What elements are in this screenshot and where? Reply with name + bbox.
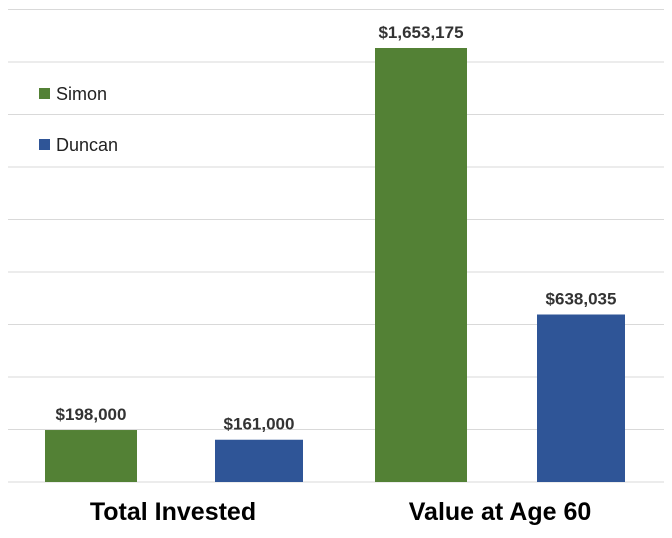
bar-duncan-1 (215, 439, 303, 482)
data-labels: $198,000 $1,653,175 $161,000 $638,035 (56, 23, 617, 434)
category-label: Total Invested (90, 498, 256, 526)
legend-swatch-simon (39, 88, 50, 99)
legend-label-duncan: Duncan (56, 135, 118, 155)
legend-label-simon: Simon (56, 84, 107, 104)
data-label: $161,000 (224, 415, 295, 434)
data-label: $198,000 (56, 405, 127, 424)
data-label: $638,035 (546, 289, 617, 308)
bars (45, 48, 625, 482)
category-label: Value at Age 60 (409, 498, 592, 526)
gridlines (8, 8, 664, 483)
bar-simon-2 (375, 48, 467, 482)
legend-swatch-duncan (39, 139, 50, 150)
bar-duncan-2 (537, 314, 625, 482)
data-label: $1,653,175 (378, 23, 463, 42)
bar-simon-1 (45, 430, 137, 482)
legend: Simon Duncan (39, 84, 118, 155)
category-labels: Total Invested Value at Age 60 (90, 498, 591, 526)
